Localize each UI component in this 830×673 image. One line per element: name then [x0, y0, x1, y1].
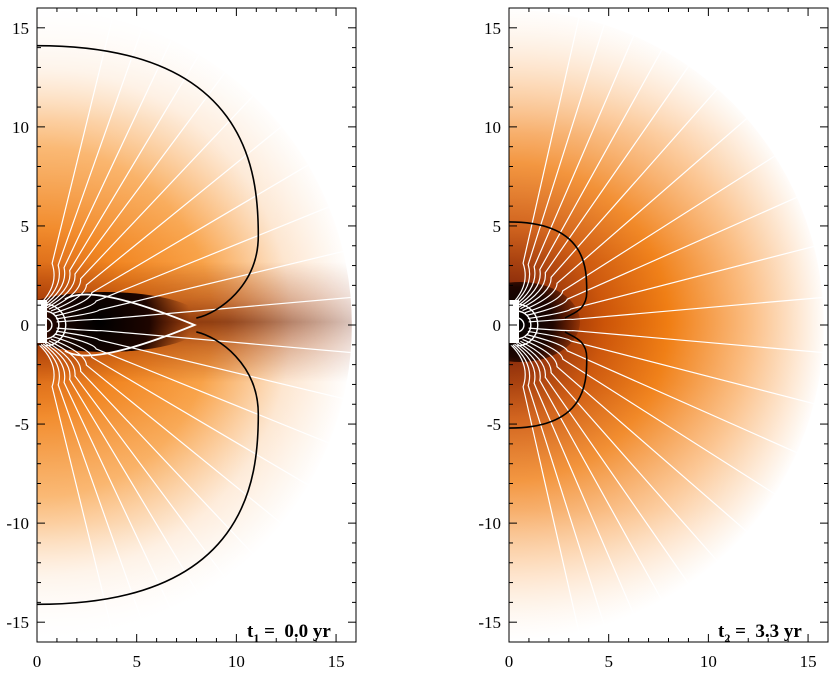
field-line [42, 23, 180, 307]
field-line [512, 344, 611, 641]
y-tick-label: 15 [484, 19, 501, 38]
field-line [514, 18, 642, 307]
field-line [42, 343, 180, 627]
y-tick-label: 5 [21, 217, 30, 236]
inner-boundary-left [37, 300, 47, 343]
x-tick-label: 15 [800, 652, 817, 671]
panel-right: 0 5 10 15 15 10 5 0 -5 -10 -15 t2 = 3.3 yr [478, 7, 829, 671]
y-tick-label: -5 [15, 415, 29, 434]
field-line [46, 57, 237, 309]
field-line [520, 74, 731, 310]
field-line [518, 50, 700, 309]
inner-boundary-right [509, 300, 519, 343]
y-tick-label: 10 [12, 118, 29, 137]
x-tick-label: 10 [700, 652, 717, 671]
field-line [48, 340, 267, 569]
field-line [40, 343, 149, 640]
field-line [46, 341, 237, 593]
x-tick-label: 0 [505, 652, 514, 671]
white-contour [64, 293, 197, 357]
y-tick-label: 0 [493, 316, 502, 335]
closed-loop [516, 310, 532, 340]
field-line [44, 38, 210, 308]
y-tick-label: 15 [12, 19, 29, 38]
field-line [510, 344, 584, 641]
x-tick-label: 15 [328, 652, 345, 671]
field-line [38, 344, 117, 641]
closed-loop [516, 303, 539, 347]
x-tick-label: 0 [33, 652, 42, 671]
time-label-right: t2 = 3.3 yr [718, 621, 802, 645]
panel-left: 0 5 10 15 15 10 5 0 -5 -10 -15 t1 = 0.0 yr [6, 7, 357, 671]
field-line [44, 342, 210, 612]
field-line [48, 81, 267, 310]
y-tick-label: -10 [6, 514, 29, 533]
field-line [516, 33, 672, 308]
y-tick-label: 5 [493, 217, 502, 236]
x-tick-label: 10 [228, 652, 245, 671]
field-line [514, 343, 642, 632]
time-label-left: t1 = 0.0 yr [247, 621, 331, 645]
y-tick-label: 10 [484, 118, 501, 137]
closed-loop [44, 303, 67, 347]
field-line [518, 341, 700, 600]
x-tick-label: 5 [604, 652, 613, 671]
closed-loop [44, 317, 53, 333]
black-contour [37, 44, 260, 606]
x-tick-label: 5 [132, 652, 141, 671]
black-contour [509, 221, 588, 429]
heatmap-left [37, 9, 352, 641]
field-line [516, 342, 672, 617]
y-tick-label: -5 [487, 415, 501, 434]
y-tick-label: -10 [478, 514, 501, 533]
closed-loop [44, 310, 60, 340]
closed-loop [516, 317, 525, 333]
y-tick-label: -15 [6, 613, 29, 632]
y-tick-label: 0 [21, 316, 30, 335]
y-tick-label: -15 [478, 613, 501, 632]
field-line [520, 340, 731, 576]
